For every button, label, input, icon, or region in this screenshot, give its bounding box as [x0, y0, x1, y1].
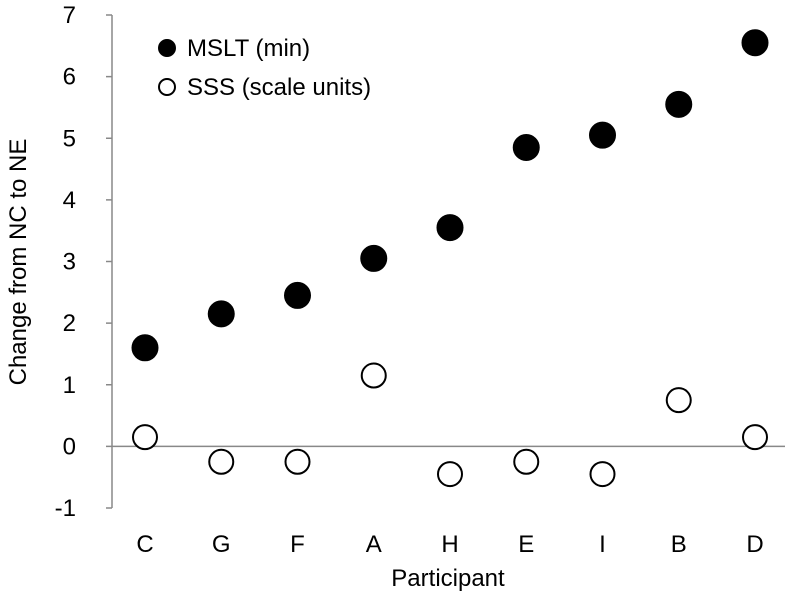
legend-label-mslt: MSLT (min) — [187, 35, 310, 62]
y-axis-title: Change from NC to NE — [5, 139, 32, 386]
mslt-point — [207, 300, 235, 328]
x-tick-label: C — [136, 531, 153, 558]
y-tick-label: 0 — [63, 433, 76, 460]
sss-point — [132, 424, 158, 451]
mslt-point — [436, 214, 464, 242]
x-tick-label: I — [599, 531, 606, 558]
legend: MSLT (min) SSS (scale units) — [158, 35, 371, 101]
y-tick-label: 5 — [63, 125, 76, 152]
legend-marker-mslt — [158, 39, 176, 57]
y-tick-label: -1 — [55, 495, 76, 522]
x-tick-label: A — [366, 531, 382, 558]
y-tick-label: 6 — [63, 64, 76, 91]
legend-marker-sss — [158, 78, 176, 96]
x-tick-label: D — [746, 531, 763, 558]
sss-point — [208, 448, 235, 475]
y-tick-label: 2 — [63, 310, 76, 337]
sss-point — [665, 387, 692, 414]
mslt-point — [741, 29, 769, 57]
sss-point — [437, 461, 463, 488]
sss-point — [284, 448, 311, 475]
x-tick-label: G — [212, 531, 231, 558]
y-tick-label: 7 — [63, 2, 76, 29]
y-ticks: -1 0 1 2 3 4 5 6 7 — [55, 2, 112, 522]
sss-point — [513, 448, 540, 475]
sss-point — [742, 424, 768, 451]
x-tick-label: F — [290, 531, 305, 558]
y-tick-label: 4 — [63, 187, 76, 214]
x-axis-title: Participant — [391, 565, 505, 592]
sss-point — [360, 362, 387, 389]
x-tick-label: H — [441, 531, 458, 558]
y-tick-label: 1 — [63, 372, 76, 399]
mslt-point — [284, 281, 311, 309]
legend-label-sss: SSS (scale units) — [187, 74, 371, 101]
y-tick-label: 3 — [63, 249, 76, 276]
x-tick-label: E — [518, 531, 534, 558]
data-points — [131, 29, 769, 488]
mslt-point — [665, 90, 693, 118]
sss-point — [589, 461, 616, 488]
mslt-point — [512, 133, 540, 161]
mslt-point — [589, 121, 616, 149]
mslt-point — [131, 334, 159, 362]
mslt-point — [360, 244, 388, 272]
x-tick-label: B — [671, 531, 687, 558]
